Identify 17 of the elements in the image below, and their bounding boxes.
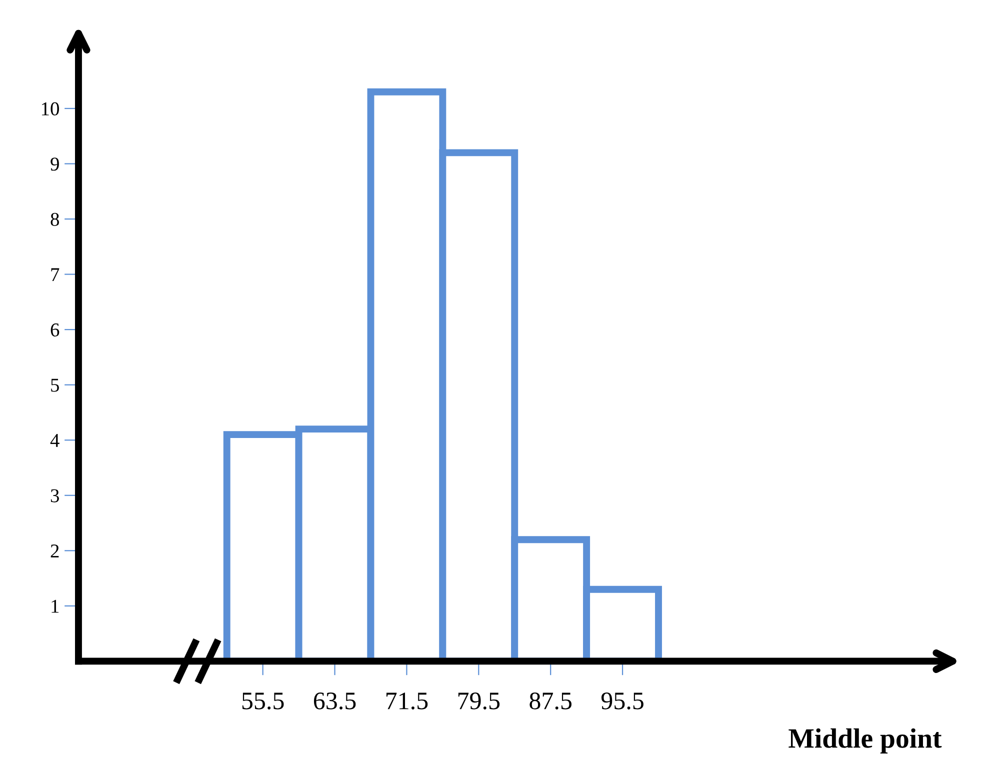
y-tick-label: 3	[50, 489, 59, 502]
x-tick-label: 63.5	[314, 692, 356, 710]
y-tick-label: 4	[50, 434, 60, 447]
x-axis-title: Middle point	[788, 728, 942, 754]
y-tick-label: 5	[51, 378, 59, 392]
y-tick-label: 6	[50, 323, 60, 336]
y-tick-label: 10	[42, 102, 59, 116]
y-tick-label: 8	[50, 212, 59, 226]
y-tick-label: 9	[50, 158, 59, 171]
x-tick-label: 87.5	[530, 692, 572, 710]
x-tick-label: 71.5	[386, 692, 428, 710]
y-tick-label: 1	[52, 600, 59, 613]
x-tick-label: 95.5	[601, 692, 644, 710]
x-tick-label: 79.5	[458, 692, 500, 710]
y-tick-label: 7	[51, 268, 60, 282]
x-tick-label: 55.5	[242, 692, 284, 710]
y-tick-label: 2	[50, 544, 59, 558]
